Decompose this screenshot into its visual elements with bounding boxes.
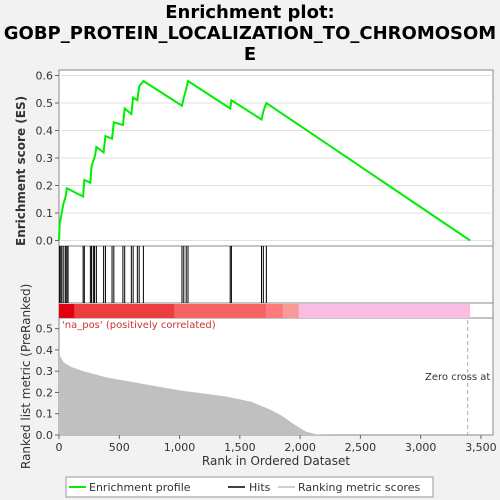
es-y-tick-label: 0.3 [36,152,54,165]
chart-title: Enrichment plot: GOBP_PROTEIN_LOCALIZATI… [0,2,500,65]
title-line-3: E [243,44,257,65]
metric-y-tick-label: 0.0 [36,429,54,442]
x-tick-label: 2,000 [284,441,316,454]
x-axis-label: Rank in Ordered Dataset [202,454,350,468]
hits-panel [58,245,494,304]
metric-y-axis-label: Ranked list metric (PreRanked) [19,284,33,469]
x-tick-label: 1,500 [224,441,256,454]
x-tick-label: 2,500 [345,441,377,454]
es-y-tick-label: 0.5 [36,97,54,110]
es-y-tick-label: 0.4 [36,125,54,138]
x-tick-label: 500 [109,441,130,454]
legend-profile-label: Enrichment profile [89,481,191,494]
rank-color-bar-segment [283,304,299,318]
metric-y-tick-label: 0.2 [36,386,54,399]
x-tick-label: 3,000 [405,441,437,454]
title-line-2: GOBP_PROTEIN_LOCALIZATION_TO_CHROMOSOM [3,23,497,44]
title-line-1: Enrichment plot: [165,2,335,23]
rank-color-bar-segment [59,304,75,318]
metric-y-tick-label: 0.1 [36,408,54,421]
metric-y-tick-label: 0.3 [36,365,54,378]
x-tick-label: 1,000 [164,441,196,454]
es-y-tick-label: 0.2 [36,180,54,193]
rank-color-bar-segment [74,304,175,318]
es-y-tick-label: 0.1 [36,207,54,220]
enrichment-profile-line [58,79,471,242]
es-y-tick-label: 0.0 [36,235,54,248]
ranking-metric-area [59,347,471,435]
x-tick-label: 3,500 [465,441,497,454]
es-y-axis-label: Enrichment score (ES) [14,96,28,246]
rank-color-bar-segment [266,304,284,318]
zero-cross-label: Zero cross at [425,372,490,383]
x-tick-label: 0 [56,441,63,454]
legend-metric-label: Ranking metric scores [298,481,420,494]
positive-correlation-label: 'na_pos' (positively correlated) [62,320,216,331]
es-y-tick-label: 0.6 [36,70,54,83]
legend-hits-label: Hits [249,481,271,494]
metric-y-tick-label: 0.5 [36,323,54,336]
rank-color-bar-segment [174,304,267,318]
metric-y-tick-label: 0.4 [36,344,54,357]
legend-box [65,476,434,498]
rank-color-bar-segment [298,304,471,318]
